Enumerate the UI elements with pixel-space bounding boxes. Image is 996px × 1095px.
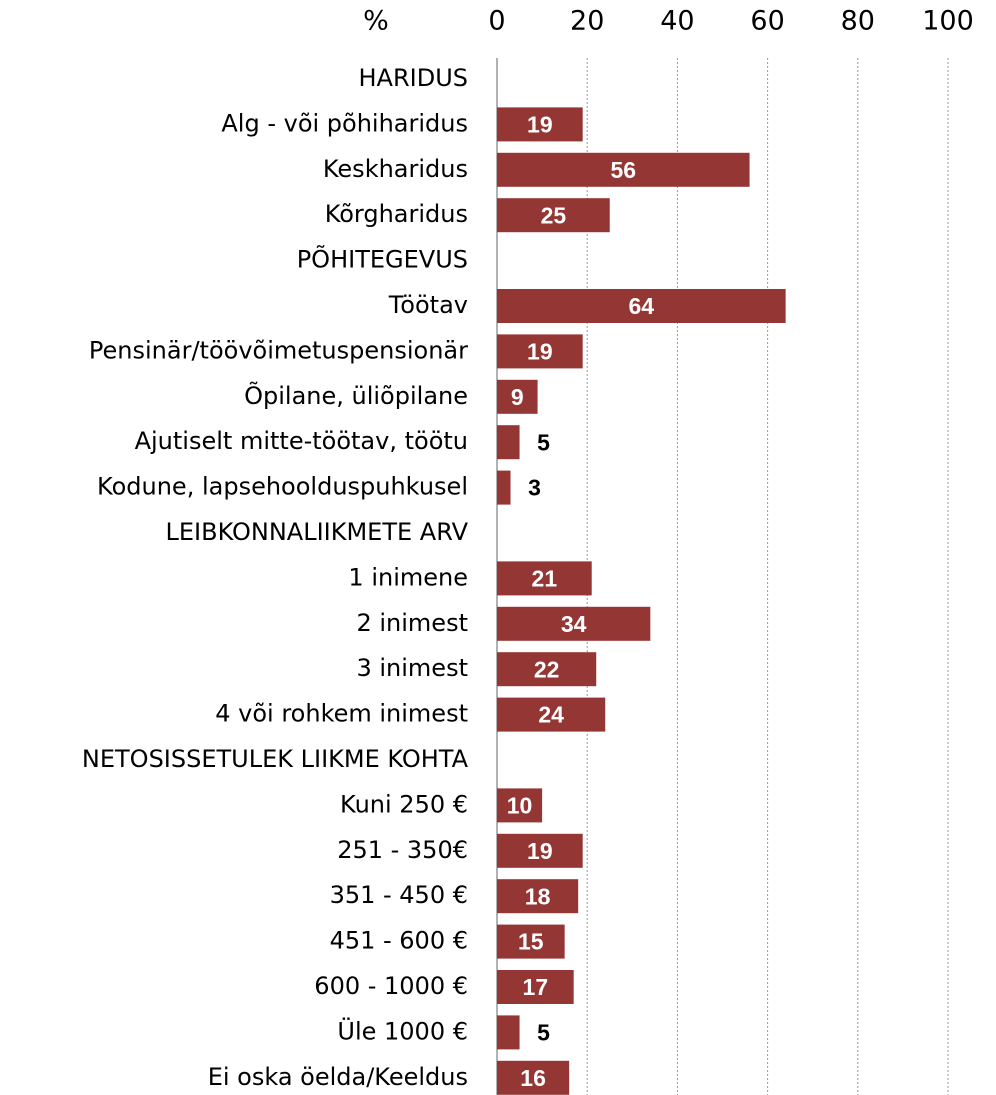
y-tick-label: Ei oska öelda/Keeldus <box>208 1063 468 1091</box>
x-tick-label: 60 <box>750 6 784 37</box>
x-tick-label: 100 <box>922 6 974 37</box>
value-label: 17 <box>523 974 549 1000</box>
bar <box>497 152 750 187</box>
bar <box>497 924 565 959</box>
value-label: 22 <box>534 656 560 682</box>
bar <box>497 289 786 323</box>
y-tick-label: Kõrgharidus <box>325 200 468 228</box>
value-label: 19 <box>527 338 553 364</box>
y-tick-label: 600 - 1000 € <box>314 972 468 1000</box>
bar <box>497 1015 520 1050</box>
y-tick-label: Pensinär/töövõimetuspensionär <box>89 336 468 364</box>
y-tick-label: 251 - 350€ <box>337 836 468 864</box>
y-tick-label: Üle 1000 € <box>337 1016 468 1045</box>
y-tick-label: Kuni 250 € <box>340 790 468 818</box>
y-tick-label: Alg - või põhiharidus <box>221 109 468 137</box>
y-tick-label: Õpilane, üliõpilane <box>244 380 468 410</box>
value-label: 10 <box>507 792 533 818</box>
y-tick-label: NETOSISSETULEK LIIKME KOHTA <box>82 745 469 773</box>
bar <box>497 788 543 823</box>
y-tick-label: PÕHITEGEVUS <box>297 244 468 274</box>
value-label: 5 <box>537 1019 550 1045</box>
value-label: 19 <box>527 111 553 137</box>
x-tick-label: 0 <box>488 6 505 37</box>
value-label: 25 <box>541 202 567 228</box>
bar <box>497 1060 570 1095</box>
bar <box>497 606 651 641</box>
y-tick-label: 3 inimest <box>356 654 468 682</box>
y-tick-label: 351 - 450 € <box>330 881 468 909</box>
x-tick-label: 80 <box>841 6 875 37</box>
bar <box>497 561 592 596</box>
value-label: 9 <box>511 384 524 410</box>
value-label: 64 <box>629 293 655 319</box>
bar <box>497 334 583 369</box>
bar <box>497 379 538 414</box>
value-label: 3 <box>528 475 541 501</box>
bar <box>497 879 579 914</box>
bar <box>497 470 511 505</box>
value-label: 5 <box>537 429 550 455</box>
bar <box>497 652 597 687</box>
x-tick-label: 20 <box>570 6 604 37</box>
value-label: 21 <box>532 565 558 591</box>
value-label: 19 <box>527 838 553 864</box>
bar <box>497 107 583 142</box>
axis-label: % <box>363 6 389 37</box>
y-tick-label: 1 inimene <box>348 563 468 591</box>
value-label: 56 <box>610 157 636 183</box>
bar <box>497 833 583 868</box>
bar <box>497 425 520 460</box>
value-label: 34 <box>561 611 587 637</box>
value-label: 18 <box>525 883 551 909</box>
bar <box>497 697 606 732</box>
y-tick-label: 451 - 600 € <box>330 927 468 955</box>
value-label: 24 <box>538 702 564 728</box>
value-label: 16 <box>520 1065 546 1091</box>
y-tick-label: HARIDUS <box>359 64 469 92</box>
y-tick-label: Töötav <box>388 291 468 319</box>
y-tick-label: Keskharidus <box>323 155 468 183</box>
y-tick-label: 2 inimest <box>356 609 468 637</box>
bar <box>497 198 610 233</box>
value-label: 15 <box>518 929 544 955</box>
y-tick-label: Ajutiselt mitte-töötav, töötu <box>135 427 468 455</box>
x-tick-label: 40 <box>660 6 694 37</box>
y-tick-label: LEIBKONNALIIKMETE ARV <box>165 518 468 546</box>
bar <box>497 970 574 1004</box>
y-tick-label: 4 või rohkem inimest <box>215 700 468 728</box>
y-tick-label: Kodune, lapsehoolduspuhkusel <box>97 473 468 501</box>
